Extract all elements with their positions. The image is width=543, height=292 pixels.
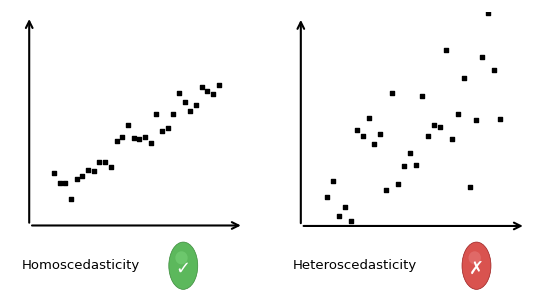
Point	[364, 115, 373, 120]
Point	[376, 131, 385, 136]
Point	[418, 94, 426, 98]
Point	[406, 150, 415, 155]
Ellipse shape	[469, 251, 481, 265]
Point	[323, 195, 331, 199]
Point	[209, 91, 218, 96]
Point	[180, 100, 189, 105]
Point	[61, 180, 70, 185]
Point	[214, 82, 223, 87]
Point	[340, 205, 349, 209]
Point	[382, 187, 391, 192]
Point	[67, 197, 75, 201]
Point	[412, 163, 421, 167]
Point	[329, 179, 337, 183]
Point	[163, 126, 172, 131]
Point	[186, 109, 195, 114]
Point	[106, 165, 115, 169]
Point	[441, 47, 450, 52]
Point	[84, 167, 92, 172]
Point	[471, 118, 480, 122]
Point	[141, 134, 149, 139]
Point	[157, 129, 166, 133]
Point	[424, 133, 432, 138]
Text: Homoscedasticity: Homoscedasticity	[22, 259, 140, 272]
Point	[388, 91, 397, 95]
Point	[459, 76, 468, 81]
Point	[49, 171, 58, 175]
Point	[346, 219, 355, 223]
Point	[175, 91, 184, 96]
Text: ✗: ✗	[469, 259, 484, 277]
Point	[101, 160, 110, 165]
Point	[465, 185, 474, 190]
Point	[198, 85, 206, 89]
Point	[169, 112, 178, 117]
Point	[146, 141, 155, 145]
Point	[400, 164, 409, 168]
Point	[370, 142, 379, 147]
Point	[123, 123, 132, 127]
Point	[135, 137, 143, 141]
Point	[334, 214, 343, 218]
Point	[358, 134, 367, 138]
Point	[453, 112, 462, 117]
Point	[447, 137, 456, 142]
Point	[394, 182, 403, 186]
Point	[55, 181, 64, 185]
Point	[112, 139, 121, 143]
Point	[495, 117, 504, 121]
Point	[435, 125, 444, 130]
Point	[72, 177, 81, 182]
Point	[152, 111, 161, 116]
Ellipse shape	[462, 242, 491, 289]
Point	[352, 128, 361, 133]
Point	[129, 136, 138, 140]
Text: Heteroscedasticity: Heteroscedasticity	[293, 259, 418, 272]
Point	[78, 174, 87, 178]
Ellipse shape	[169, 242, 198, 289]
Point	[477, 55, 486, 59]
Point	[95, 159, 104, 164]
Point	[203, 89, 212, 94]
Point	[489, 67, 498, 72]
Point	[118, 135, 127, 140]
Point	[430, 123, 438, 127]
Point	[483, 11, 492, 16]
Point	[192, 102, 200, 107]
Text: ✓: ✓	[176, 259, 191, 277]
Ellipse shape	[175, 251, 188, 265]
Point	[90, 169, 98, 174]
